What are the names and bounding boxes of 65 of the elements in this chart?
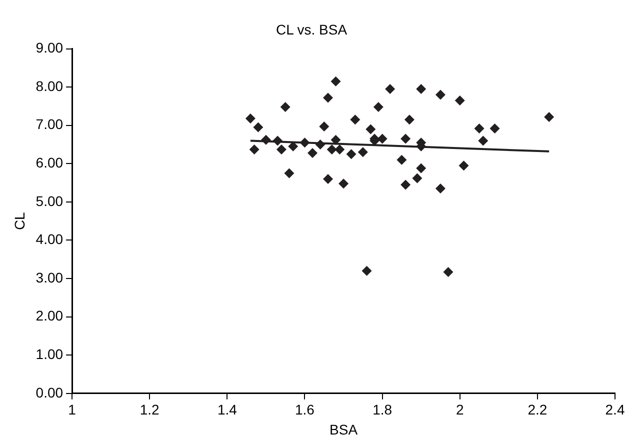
point — [338, 178, 349, 189]
y-tick-label: 8.00 — [36, 78, 64, 94]
x-tick-label: 1.6 — [295, 402, 315, 418]
point — [249, 144, 260, 154]
point — [350, 114, 360, 125]
point — [416, 163, 426, 174]
x-tick-label: 1.8 — [372, 402, 392, 418]
point — [400, 134, 411, 144]
y-axis-title: CL — [11, 212, 28, 230]
point — [300, 138, 310, 148]
y-tick-label: 2.00 — [36, 308, 64, 324]
point — [366, 124, 376, 134]
x-tick-label: 1.4 — [217, 402, 238, 418]
point — [416, 84, 426, 94]
y-tick-label: 5.00 — [36, 192, 64, 209]
y-tick-label: 9.00 — [36, 40, 64, 56]
point — [362, 266, 372, 276]
y-tick-label: 7.00 — [36, 116, 64, 132]
point — [276, 144, 286, 154]
point — [404, 114, 414, 125]
point — [330, 134, 341, 145]
point — [280, 102, 290, 112]
y-tick-label: 6.00 — [36, 154, 64, 171]
point — [253, 122, 264, 132]
point — [435, 184, 446, 194]
point — [319, 122, 330, 132]
point — [373, 102, 384, 112]
y-tick-label: 4.00 — [36, 231, 64, 248]
point — [478, 136, 488, 146]
y-tick-label: 0.00 — [36, 384, 64, 400]
x-axis-title: BSA — [330, 421, 358, 438]
point — [326, 144, 337, 154]
point — [323, 92, 334, 103]
point — [443, 267, 454, 278]
point — [544, 112, 554, 122]
point — [490, 123, 500, 134]
x-tick-label: 2.4 — [605, 402, 625, 418]
point — [396, 154, 407, 165]
point — [245, 113, 256, 124]
y-tick-label: 1.00 — [36, 346, 64, 362]
x-tick-label: 2 — [456, 402, 464, 418]
point — [435, 90, 446, 100]
point — [323, 174, 334, 184]
point — [315, 140, 326, 150]
point — [288, 141, 298, 152]
point — [412, 173, 422, 184]
point — [260, 134, 271, 145]
x-tick-label: 1 — [68, 402, 76, 418]
point — [330, 76, 341, 86]
chart-title: CL vs. BSA — [276, 21, 348, 38]
y-tick-label: 3.00 — [36, 269, 64, 286]
point — [308, 148, 318, 158]
point — [334, 144, 345, 154]
point — [272, 136, 283, 146]
point — [377, 134, 388, 144]
point — [284, 168, 294, 178]
point — [454, 95, 465, 106]
point — [458, 160, 469, 171]
point — [400, 180, 411, 190]
point — [346, 149, 356, 160]
point — [474, 123, 484, 134]
x-tick-label: 1.2 — [140, 402, 160, 418]
point — [358, 147, 368, 158]
x-tick-label: 2.2 — [528, 402, 548, 418]
point — [385, 84, 396, 94]
